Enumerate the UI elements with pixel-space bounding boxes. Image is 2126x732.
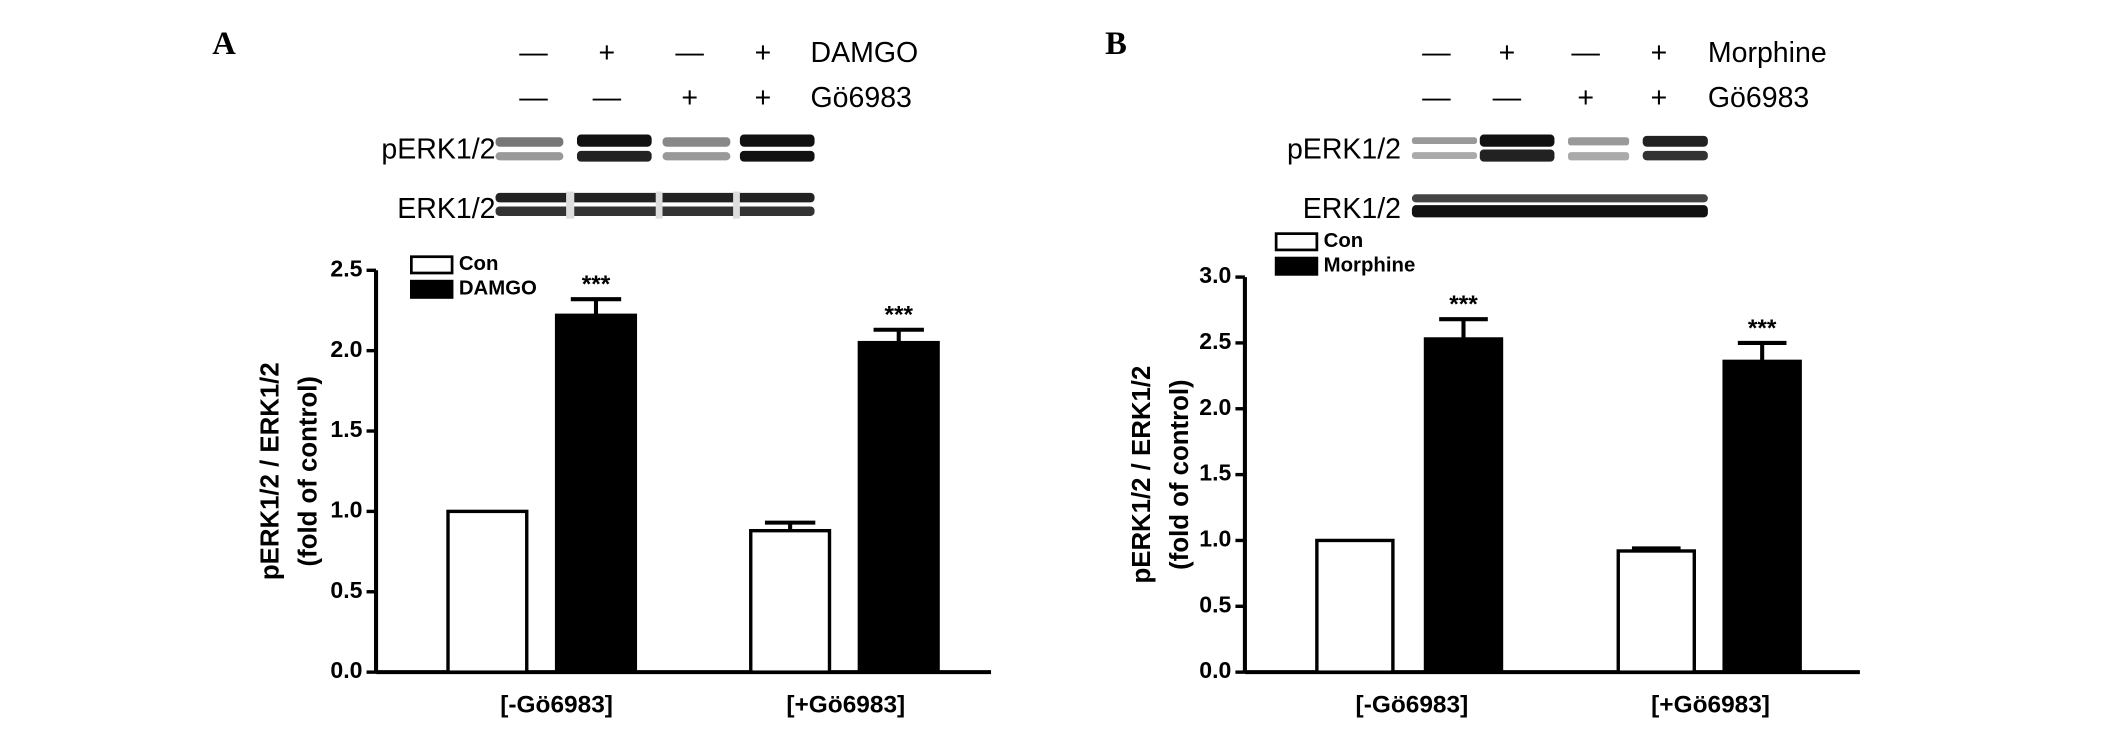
treatment-sign: — [519,37,548,69]
treatment-label: Gö6983 [810,82,911,114]
legend-swatch [409,255,454,275]
bar [554,313,638,674]
bar [1423,337,1504,674]
y-tick-label: 1.0 [1199,526,1231,552]
y-tick-label: 1.5 [330,416,362,442]
legend-label: Con [1324,230,1364,252]
x-tick-label: [-Gö6983] [1356,692,1469,719]
treatment-sign: — [675,37,704,69]
y-tick-label: 2.5 [1199,328,1231,354]
legend-label: Morphine [1324,255,1416,277]
y-tick-label: 1.5 [1199,460,1231,486]
y-axis-label: pERK1/2 / ERK1/2 [1128,366,1156,584]
legend-label: DAMGO [459,278,537,300]
treatment-sign: + [1577,82,1594,114]
bar [749,528,832,674]
significance: *** [1748,315,1777,342]
band-label: ERK1/2 [1303,193,1401,225]
treatment-sign: + [681,82,698,114]
y-tick-label: 2.0 [1199,394,1231,420]
treatment-sign: — [1422,37,1451,69]
band-label: pERK1/2 [381,133,495,165]
y-tick-label: 0.5 [1199,591,1231,617]
y-tick-label: 0.0 [1199,657,1231,683]
band-label: ERK1/2 [397,193,495,225]
bar [446,509,529,674]
y-tick-label: 0.0 [330,657,362,683]
treatment-sign: + [599,37,616,69]
bar [1722,359,1802,674]
bar [1616,549,1696,674]
y-axis-label: pERK1/2 / ERK1/2 [256,362,284,580]
x-tick-label: [-Gö6983] [500,692,613,719]
bar [857,340,940,674]
treatment-label: Morphine [1708,37,1827,69]
blot-bands-a [495,134,815,219]
panel-label: A [212,26,236,62]
legend-swatch [1274,256,1319,276]
band-label: pERK1/2 [1287,133,1401,165]
x-tick-label: [+Gö6983] [1651,692,1770,719]
treatment-sign: — [1571,37,1600,69]
significance: *** [1449,291,1478,318]
panel-label: B [1105,26,1127,62]
blot-bands-b [1411,134,1708,218]
bar [1315,538,1395,674]
y-tick-label: 0.5 [330,577,362,603]
treatment-sign: — [519,82,548,114]
treatment-sign: — [593,82,622,114]
y-axis-label: (fold of control) [1166,379,1194,569]
treatment-sign: + [1651,37,1668,69]
treatment-sign: — [1493,82,1522,114]
treatment-sign: — [1422,82,1451,114]
legend-swatch [1274,232,1319,252]
treatment-sign: + [755,37,772,69]
y-tick-label: 1.0 [330,496,362,522]
treatment-label: DAMGO [810,37,918,69]
treatment-label: Gö6983 [1708,82,1809,114]
legend-label: Con [459,253,499,275]
x-tick-label: [+Gö6983] [786,692,905,719]
treatment-sign: + [1651,82,1668,114]
treatment-sign: + [755,82,772,114]
significance: *** [884,302,913,329]
y-tick-label: 3.0 [1199,262,1231,288]
y-axis-label: (fold of control) [294,376,322,566]
legend-swatch [409,279,454,299]
y-tick-label: 2.5 [330,255,362,281]
significance: *** [582,271,611,298]
y-tick-label: 2.0 [330,336,362,362]
treatment-sign: + [1499,37,1516,69]
